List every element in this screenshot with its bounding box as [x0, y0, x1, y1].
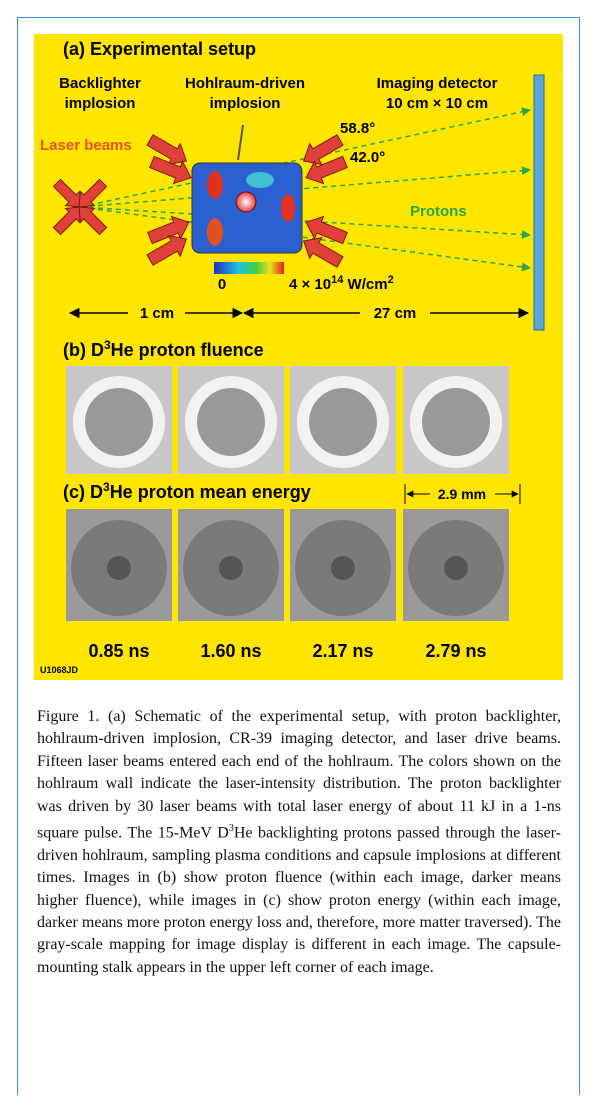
- panel-a-title: (a) Experimental setup: [63, 39, 256, 59]
- detector: [534, 75, 544, 330]
- figure-id: U1068JD: [40, 665, 79, 675]
- caption: Figure 1. (a) Schematic of the experimen…: [37, 706, 561, 979]
- panel-b-title: (b) D3He proton fluence: [63, 338, 264, 360]
- label: Protons: [410, 203, 467, 220]
- time-label: 2.17 ns: [312, 641, 373, 661]
- image-core: [331, 556, 355, 580]
- angle-label: 42.0°: [350, 149, 385, 166]
- label: 10 cm × 10 cm: [386, 95, 488, 112]
- label: Laser beams: [40, 137, 132, 154]
- colorbar: [214, 262, 284, 274]
- distance-label: 27 cm: [374, 305, 417, 322]
- image-core: [85, 388, 153, 456]
- image-core: [422, 388, 490, 456]
- image-core: [309, 388, 377, 456]
- label: implosion: [210, 95, 281, 112]
- page: (a) Experimental setup Backlighter implo…: [0, 0, 598, 1114]
- image-core: [444, 556, 468, 580]
- image-core: [107, 556, 131, 580]
- label: implosion: [65, 95, 136, 112]
- colorbar-label: 0: [218, 276, 226, 293]
- time-label: 0.85 ns: [88, 641, 149, 661]
- scale-label: 2.9 mm: [438, 486, 486, 502]
- label: Imaging detector: [377, 75, 498, 92]
- image-core: [219, 556, 243, 580]
- label: Backlighter: [59, 75, 141, 92]
- angle-label: 58.8°: [340, 120, 375, 137]
- time-label: 2.79 ns: [425, 641, 486, 661]
- panel-c-title: (c) D3He proton mean energy: [63, 480, 311, 502]
- distance-label: 1 cm: [140, 305, 174, 322]
- figure-panel: (a) Experimental setup Backlighter implo…: [0, 0, 598, 700]
- label: Hohlraum-driven: [185, 75, 305, 92]
- image-core: [197, 388, 265, 456]
- time-label: 1.60 ns: [200, 641, 261, 661]
